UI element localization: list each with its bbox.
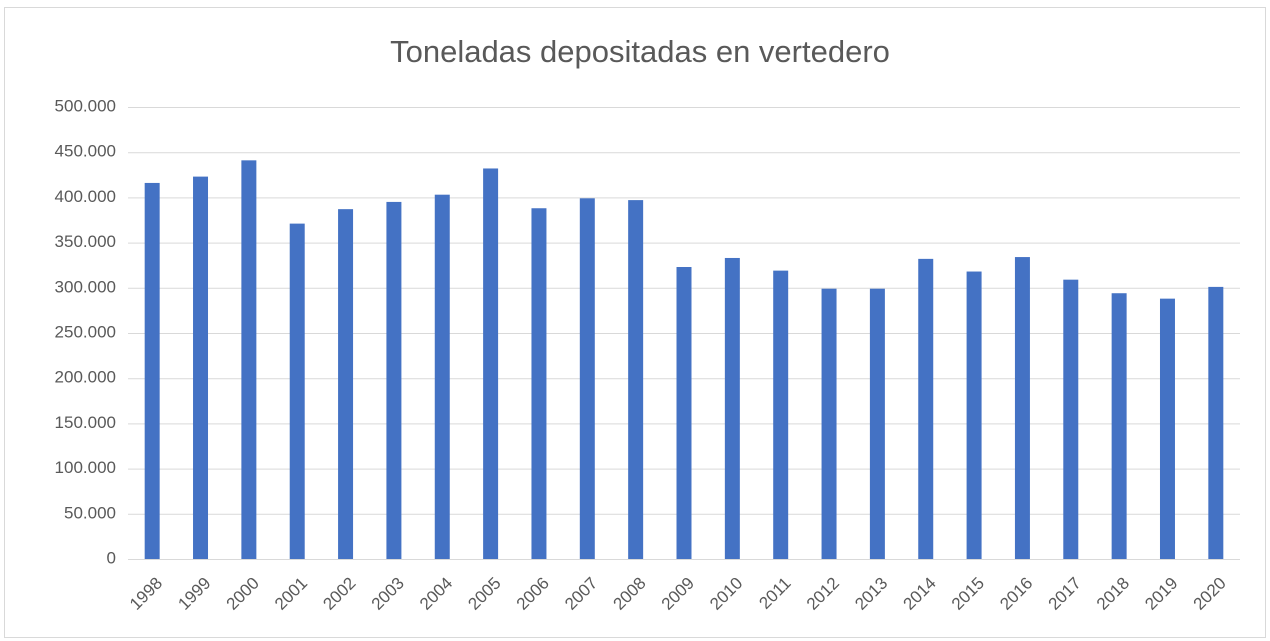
bar (434, 194, 450, 560)
y-tick-label: 250.000 (55, 322, 116, 341)
bar (628, 200, 644, 559)
bar (531, 208, 547, 560)
y-tick-label: 400.000 (55, 187, 116, 206)
bar (1159, 298, 1175, 559)
y-tick-label: 450.000 (55, 142, 116, 161)
y-tick-label: 200.000 (55, 368, 116, 387)
chart-title: Toneladas depositadas en vertedero (390, 34, 890, 69)
bar (579, 198, 595, 559)
bar (821, 288, 837, 559)
y-tick-label: 0 (107, 548, 116, 567)
bar (1063, 279, 1079, 559)
y-tick-label: 50.000 (64, 503, 116, 522)
y-tick-label: 100.000 (55, 458, 116, 477)
bar (386, 201, 402, 560)
y-tick-label: 350.000 (55, 232, 116, 251)
bar (1208, 286, 1224, 559)
bar (338, 209, 354, 560)
bar (773, 270, 789, 559)
y-tick-label: 150.000 (55, 413, 116, 432)
y-tick-label: 300.000 (55, 277, 116, 296)
bar (289, 223, 305, 559)
bar (144, 182, 160, 559)
bar (966, 271, 982, 559)
bar (918, 258, 934, 559)
bar (241, 160, 257, 559)
bar (1014, 257, 1030, 559)
bar (869, 288, 885, 559)
bar (676, 267, 692, 559)
bar (724, 257, 740, 559)
y-tick-label: 500.000 (55, 96, 116, 115)
bar (193, 176, 209, 559)
bar (1111, 293, 1127, 559)
bar (483, 168, 499, 560)
